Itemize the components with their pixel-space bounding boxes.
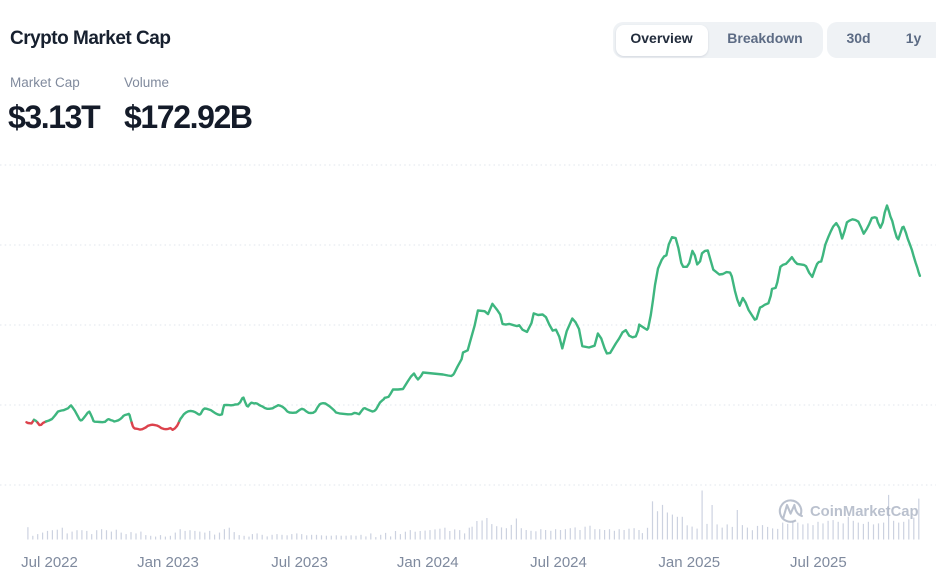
svg-text:Jul 2022: Jul 2022 [21, 554, 78, 571]
svg-text:Jan 2024: Jan 2024 [397, 554, 459, 571]
svg-text:CoinMarketCap: CoinMarketCap [810, 504, 919, 520]
svg-text:Jul 2024: Jul 2024 [530, 554, 587, 571]
svg-text:Jan 2023: Jan 2023 [137, 554, 199, 571]
svg-text:Jan 2025: Jan 2025 [658, 554, 720, 571]
svg-text:Jul 2025: Jul 2025 [790, 554, 847, 571]
svg-text:Jul 2023: Jul 2023 [271, 554, 328, 571]
